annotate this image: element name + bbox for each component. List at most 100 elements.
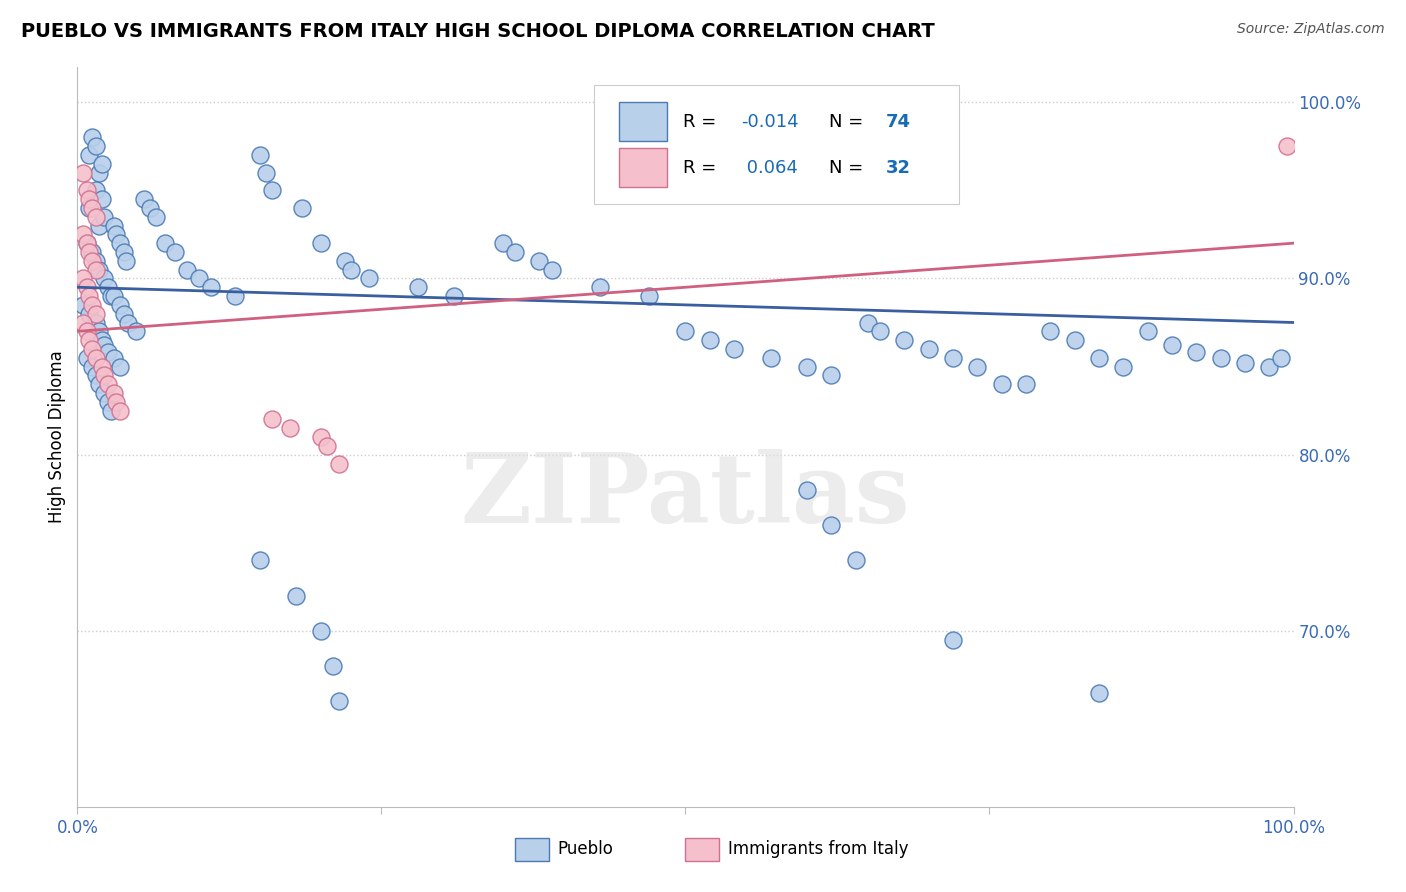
Point xyxy=(103,219,125,233)
Point xyxy=(1258,359,1281,374)
Point xyxy=(942,632,965,647)
Text: Source: ZipAtlas.com: Source: ZipAtlas.com xyxy=(1237,22,1385,37)
Point xyxy=(72,271,94,285)
Point xyxy=(72,298,94,312)
Point xyxy=(1270,351,1292,365)
Point xyxy=(80,130,103,145)
Point xyxy=(443,289,465,303)
Point xyxy=(893,333,915,347)
Text: 32: 32 xyxy=(886,159,911,177)
Point xyxy=(76,351,98,365)
Point xyxy=(820,518,842,533)
Point xyxy=(723,342,745,356)
Point xyxy=(97,377,120,392)
Point xyxy=(108,359,131,374)
Point xyxy=(112,307,135,321)
Text: R =: R = xyxy=(683,159,723,177)
Point xyxy=(84,253,107,268)
Point xyxy=(139,201,162,215)
Point xyxy=(79,289,101,303)
Point xyxy=(759,351,782,365)
Point xyxy=(76,183,98,197)
Point xyxy=(309,430,332,444)
Point xyxy=(1063,333,1085,347)
Point xyxy=(1161,338,1184,352)
Point xyxy=(108,236,131,251)
Point xyxy=(249,148,271,162)
Point xyxy=(72,227,94,242)
Point xyxy=(942,351,965,365)
Bar xyxy=(686,838,720,861)
Point xyxy=(84,316,107,330)
Point xyxy=(93,368,115,383)
Point xyxy=(260,412,283,426)
Point xyxy=(503,244,526,259)
Point xyxy=(359,271,381,285)
Point xyxy=(990,377,1012,392)
Point xyxy=(93,386,115,401)
Point xyxy=(328,694,350,708)
Point xyxy=(79,244,101,259)
Point xyxy=(103,386,125,401)
Point xyxy=(72,316,94,330)
Text: PUEBLO VS IMMIGRANTS FROM ITALY HIGH SCHOOL DIPLOMA CORRELATION CHART: PUEBLO VS IMMIGRANTS FROM ITALY HIGH SCH… xyxy=(21,22,935,41)
Point xyxy=(76,324,98,338)
Point xyxy=(89,166,111,180)
Text: N =: N = xyxy=(830,159,869,177)
Point xyxy=(163,244,186,259)
Point xyxy=(93,271,115,285)
Point xyxy=(80,342,103,356)
Point xyxy=(84,307,107,321)
Point xyxy=(1015,377,1038,392)
Point xyxy=(638,289,661,303)
Point xyxy=(79,192,101,206)
Point xyxy=(84,351,107,365)
Point xyxy=(529,253,551,268)
Point xyxy=(699,333,721,347)
Text: R =: R = xyxy=(683,112,723,131)
Point xyxy=(291,201,314,215)
Point xyxy=(856,316,879,330)
Point xyxy=(90,157,112,171)
Point xyxy=(90,359,112,374)
Point xyxy=(90,192,112,206)
Point xyxy=(89,377,111,392)
Point xyxy=(188,271,211,285)
Point xyxy=(1112,359,1135,374)
Point xyxy=(103,289,125,303)
Point xyxy=(79,307,101,321)
Point xyxy=(97,345,120,359)
Point xyxy=(285,589,308,603)
Point xyxy=(84,262,107,277)
Point xyxy=(406,280,429,294)
Point xyxy=(589,280,612,294)
Point xyxy=(675,324,697,338)
Point xyxy=(89,262,111,277)
Point xyxy=(145,210,167,224)
Point xyxy=(79,148,101,162)
Point xyxy=(80,298,103,312)
Point xyxy=(845,553,868,567)
Point xyxy=(89,219,111,233)
Point xyxy=(966,359,988,374)
Point xyxy=(1233,356,1256,370)
Point xyxy=(97,280,120,294)
Point xyxy=(200,280,222,294)
Bar xyxy=(619,148,668,186)
Point xyxy=(105,394,128,409)
Point xyxy=(72,166,94,180)
Point xyxy=(869,324,891,338)
Point xyxy=(93,210,115,224)
Point xyxy=(108,403,131,417)
Point xyxy=(309,624,332,638)
Point xyxy=(153,236,176,251)
Point xyxy=(115,253,138,268)
Point xyxy=(80,359,103,374)
Point xyxy=(79,201,101,215)
Point xyxy=(278,421,301,435)
Point xyxy=(125,324,148,338)
Point xyxy=(1088,686,1111,700)
Point xyxy=(84,183,107,197)
Point xyxy=(1185,345,1208,359)
Point xyxy=(315,439,337,453)
